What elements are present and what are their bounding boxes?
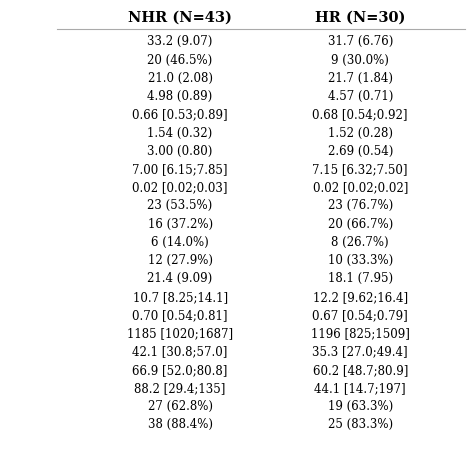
Text: 25 (83.3%): 25 (83.3%) bbox=[328, 419, 393, 431]
Text: 9 (30.0%): 9 (30.0%) bbox=[331, 54, 389, 66]
Text: 7.00 [6.15;7.85]: 7.00 [6.15;7.85] bbox=[132, 163, 228, 176]
Text: 27 (62.8%): 27 (62.8%) bbox=[147, 400, 213, 413]
Text: 1.54 (0.32): 1.54 (0.32) bbox=[147, 127, 213, 139]
Text: 18.1 (7.95): 18.1 (7.95) bbox=[328, 273, 393, 285]
Text: 38 (88.4%): 38 (88.4%) bbox=[147, 419, 213, 431]
Text: 12 (27.9%): 12 (27.9%) bbox=[147, 254, 213, 267]
Text: 21.0 (2.08): 21.0 (2.08) bbox=[147, 72, 213, 85]
Text: 4.98 (0.89): 4.98 (0.89) bbox=[147, 90, 213, 103]
Text: 6 (14.0%): 6 (14.0%) bbox=[151, 236, 209, 249]
Text: 88.2 [29.4;135]: 88.2 [29.4;135] bbox=[135, 382, 226, 395]
Text: 23 (53.5%): 23 (53.5%) bbox=[147, 200, 213, 212]
Text: 66.9 [52.0;80.8]: 66.9 [52.0;80.8] bbox=[132, 364, 228, 377]
Text: 0.67 [0.54;0.79]: 0.67 [0.54;0.79] bbox=[312, 309, 408, 322]
Text: 31.7 (6.76): 31.7 (6.76) bbox=[328, 35, 393, 48]
Text: 20 (46.5%): 20 (46.5%) bbox=[147, 54, 213, 66]
Text: 10.7 [8.25;14.1]: 10.7 [8.25;14.1] bbox=[133, 291, 228, 304]
Text: 42.1 [30.8;57.0]: 42.1 [30.8;57.0] bbox=[132, 346, 228, 358]
Text: 21.7 (1.84): 21.7 (1.84) bbox=[328, 72, 393, 85]
Text: HR (N=30): HR (N=30) bbox=[315, 11, 405, 25]
Text: 35.3 [27.0;49.4]: 35.3 [27.0;49.4] bbox=[312, 346, 408, 358]
Text: 19 (63.3%): 19 (63.3%) bbox=[328, 400, 393, 413]
Text: 4.57 (0.71): 4.57 (0.71) bbox=[328, 90, 393, 103]
Text: 0.68 [0.54;0.92]: 0.68 [0.54;0.92] bbox=[312, 108, 408, 121]
Text: 3.00 (0.80): 3.00 (0.80) bbox=[147, 145, 213, 158]
Text: 0.66 [0.53;0.89]: 0.66 [0.53;0.89] bbox=[132, 108, 228, 121]
Text: 1196 [825;1509]: 1196 [825;1509] bbox=[311, 327, 410, 340]
Text: 60.2 [48.7;80.9]: 60.2 [48.7;80.9] bbox=[312, 364, 408, 377]
Text: 23 (76.7%): 23 (76.7%) bbox=[328, 200, 393, 212]
Text: 0.02 [0.02;0.03]: 0.02 [0.02;0.03] bbox=[132, 181, 228, 194]
Text: NHR (N=43): NHR (N=43) bbox=[128, 11, 232, 25]
Text: 44.1 [14.7;197]: 44.1 [14.7;197] bbox=[314, 382, 406, 395]
Text: 0.02 [0.02;0.02]: 0.02 [0.02;0.02] bbox=[312, 181, 408, 194]
Text: 1185 [1020;1687]: 1185 [1020;1687] bbox=[127, 327, 233, 340]
Text: 7.15 [6.32;7.50]: 7.15 [6.32;7.50] bbox=[312, 163, 408, 176]
Text: 20 (66.7%): 20 (66.7%) bbox=[328, 218, 393, 231]
Text: 8 (26.7%): 8 (26.7%) bbox=[331, 236, 389, 249]
Text: 10 (33.3%): 10 (33.3%) bbox=[328, 254, 393, 267]
Text: 33.2 (9.07): 33.2 (9.07) bbox=[147, 35, 213, 48]
Text: 0.70 [0.54;0.81]: 0.70 [0.54;0.81] bbox=[132, 309, 228, 322]
Text: 21.4 (9.09): 21.4 (9.09) bbox=[147, 273, 213, 285]
Text: 16 (37.2%): 16 (37.2%) bbox=[147, 218, 213, 231]
Text: 2.69 (0.54): 2.69 (0.54) bbox=[328, 145, 393, 158]
Text: 1.52 (0.28): 1.52 (0.28) bbox=[328, 127, 393, 139]
Text: 12.2 [9.62;16.4]: 12.2 [9.62;16.4] bbox=[313, 291, 408, 304]
